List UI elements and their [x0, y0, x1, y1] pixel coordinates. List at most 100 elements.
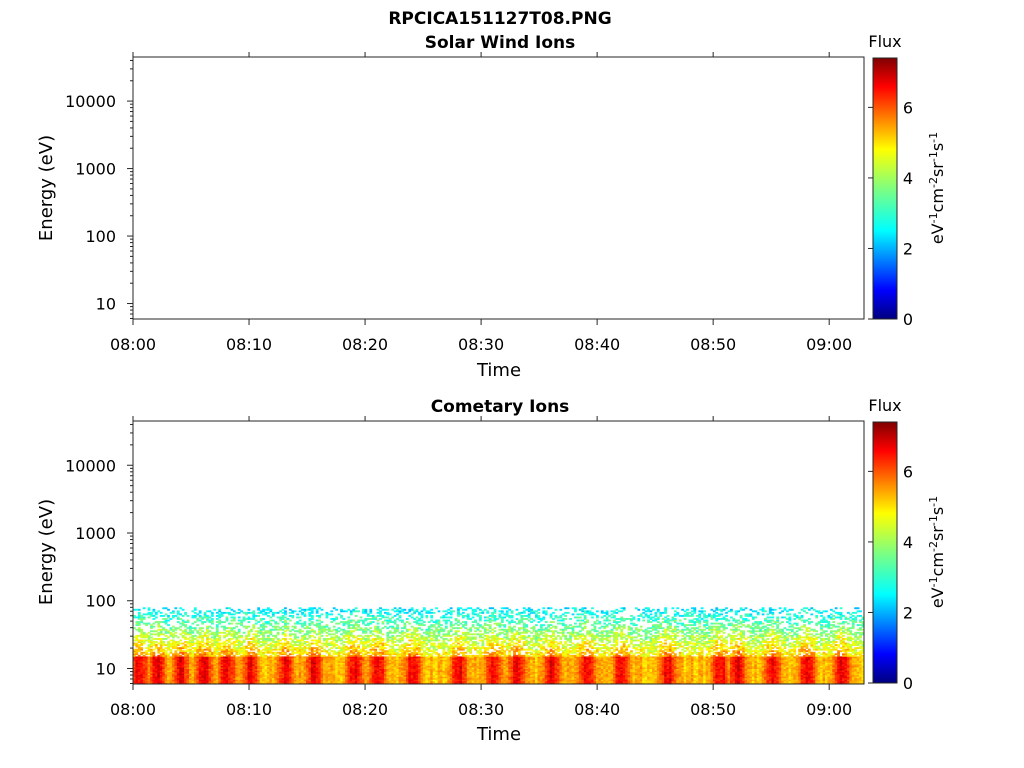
spectrogram-cell: [476, 662, 480, 665]
spectrogram-cell: [140, 670, 144, 673]
spectrogram-cell: [284, 667, 287, 670]
spectrogram-cell: [362, 673, 365, 676]
spectrogram-cell: [213, 654, 217, 657]
spectrogram-cell: [201, 622, 205, 625]
spectrogram-cell: [223, 662, 226, 665]
spectrogram-cell: [264, 641, 268, 643]
spectrogram-cell: [320, 631, 324, 634]
spectrogram-cell: [184, 665, 187, 668]
spectrogram-cell: [415, 616, 419, 619]
spectrogram-cell: [196, 613, 200, 616]
spectrogram-cell: [181, 680, 185, 683]
spectrogram-cell: [264, 667, 268, 670]
spectrogram-cell: [181, 659, 185, 662]
spectrogram-cell: [198, 680, 202, 683]
spectrogram-cell: [196, 662, 200, 665]
spectrogram-cell: [405, 664, 409, 666]
spectrogram-cell: [323, 660, 326, 663]
spectrogram-cell: [228, 651, 231, 654]
spectrogram-cell: [461, 654, 465, 657]
spectrogram-cell: [371, 630, 375, 633]
spectrogram-cell: [179, 657, 183, 660]
spectrogram-cell: [357, 667, 360, 670]
spectrogram-cell: [332, 656, 336, 659]
spectrogram-cell: [184, 637, 187, 640]
spectrogram-cell: [284, 665, 287, 668]
spectrogram-cell: [133, 674, 136, 677]
spectrogram-cell: [435, 673, 438, 676]
spectrogram-cell: [310, 662, 314, 665]
spectrogram-cell: [215, 656, 219, 659]
spectrogram-cell: [164, 677, 168, 680]
spectrogram-cell: [184, 682, 187, 684]
spectrogram-cell: [381, 664, 385, 666]
spectrogram-cell: [391, 648, 395, 651]
spectrogram-cell: [325, 662, 329, 665]
spectrogram-cell: [415, 677, 419, 680]
figure-title: RPCICA151127T08.PNG: [388, 9, 611, 29]
spectrogram-cell: [137, 656, 141, 659]
spectrogram-cell: [349, 654, 353, 657]
spectrogram-cell: [344, 671, 348, 674]
spectrogram-cell: [315, 662, 319, 665]
spectrogram-cell: [452, 677, 455, 680]
spectrogram-cell: [191, 664, 195, 666]
spectrogram-cell: [208, 610, 212, 613]
spectrogram-cell: [181, 619, 185, 622]
spectrogram-cell: [366, 637, 370, 640]
spectrogram-cell: [347, 670, 351, 673]
spectrogram-cell: [340, 662, 343, 665]
spectrogram-cell: [318, 630, 321, 633]
spectrogram-cell: [232, 648, 236, 651]
spectrogram-cell: [357, 659, 360, 662]
spectrogram-cell: [359, 676, 363, 679]
spectrogram-cell: [315, 673, 319, 676]
spectrogram-cell: [228, 631, 231, 634]
spectrogram-cell: [354, 677, 358, 680]
spectrogram-cell: [461, 653, 465, 656]
spectrogram-cell: [308, 670, 312, 673]
spectrogram-cell: [189, 628, 192, 631]
spectrogram-cell: [374, 627, 378, 630]
spectrogram-cell: [432, 636, 436, 639]
spectrogram-cell: [396, 670, 399, 673]
spectrogram-cell: [274, 659, 278, 662]
spectrogram-cell: [352, 644, 356, 646]
spectrogram-cell: [442, 614, 446, 617]
spectrogram-cell: [296, 682, 300, 684]
spectrogram-cell: [418, 644, 421, 646]
spectrogram-cell: [366, 677, 370, 680]
spectrogram-cell: [413, 673, 417, 676]
spectrogram-cell: [220, 631, 224, 634]
spectrogram-cell: [444, 667, 448, 670]
colorbar-title: Flux: [868, 32, 901, 51]
spectrogram-cell: [464, 624, 468, 627]
spectrogram-cell: [240, 659, 243, 662]
spectrogram-cell: [369, 622, 373, 625]
spectrogram-cell: [167, 659, 170, 662]
spectrogram-cell: [142, 656, 146, 659]
spectrogram-cell: [359, 673, 363, 676]
spectrogram-cell: [437, 642, 441, 645]
spectrogram-cell: [284, 644, 287, 646]
spectrogram-cell: [288, 659, 292, 662]
spectrogram-cell: [271, 668, 275, 671]
spectrogram-cell: [213, 639, 217, 642]
spectrogram-cell: [362, 648, 365, 651]
spectrogram-cell: [140, 647, 144, 650]
spectrogram-cell: [349, 664, 353, 666]
spectrogram-cell: [376, 637, 380, 640]
spectrogram-cell: [174, 627, 178, 630]
spectrogram-cell: [413, 644, 417, 646]
spectrogram-cell: [427, 670, 431, 673]
spectrogram-cell: [164, 671, 168, 674]
spectrogram-cell: [259, 660, 263, 663]
spectrogram-cell: [176, 664, 180, 666]
spectrogram-cell: [369, 665, 373, 668]
spectrogram-cell: [447, 668, 451, 671]
spectrogram-cell: [232, 613, 236, 616]
spectrogram-cell: [471, 665, 475, 668]
spectrogram-cell: [181, 674, 185, 677]
spectrogram-cell: [396, 662, 399, 665]
spectrogram-cell: [291, 616, 295, 619]
